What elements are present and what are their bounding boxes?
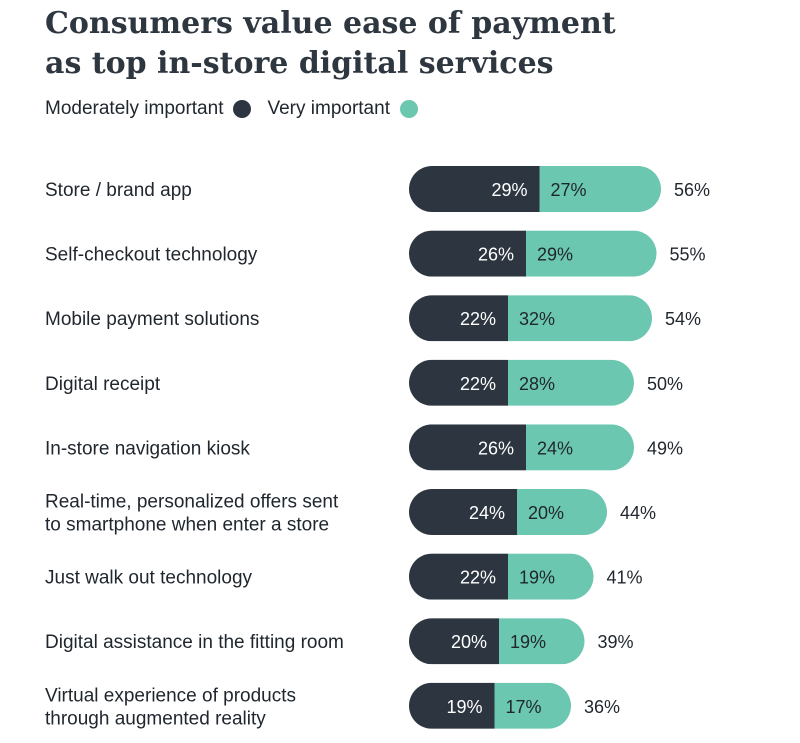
bar-segment-very	[508, 295, 652, 342]
category-label: Self-checkout technology	[45, 245, 258, 266]
category-label-line: Store / brand app	[45, 180, 192, 201]
bar-group	[409, 553, 594, 600]
data-label-very: 32%	[519, 309, 555, 329]
bar-segment-moderate	[409, 682, 495, 729]
total-label: 54%	[665, 309, 701, 329]
category-label: Just walk out technology	[45, 568, 253, 589]
category-label: Digital assistance in the fitting room	[45, 632, 344, 653]
data-label-very: 17%	[506, 697, 542, 717]
bar-segment-moderate	[409, 166, 540, 212]
category-label-line: Just walk out technology	[45, 568, 253, 589]
total-label: 44%	[620, 503, 656, 523]
category-label: Digital receipt	[45, 374, 161, 395]
legend-label-moderate: Moderately important	[45, 98, 224, 119]
category-label-line: Virtual experience of products	[45, 685, 296, 706]
category-label: Virtual experience of products through au…	[45, 685, 296, 729]
data-label-very: 24%	[537, 438, 573, 458]
bar-segment-moderate	[409, 489, 517, 535]
bar-segment-very	[539, 166, 661, 212]
bar-group	[409, 230, 657, 277]
bar-segment-very	[508, 359, 634, 406]
legend-label-very: Very important	[267, 98, 390, 119]
total-label: 56%	[674, 180, 710, 200]
legend-item-moderate: Moderately important	[45, 98, 252, 120]
total-label: 55%	[670, 245, 706, 265]
bar-segment-very	[494, 682, 571, 729]
category-label: Store / brand app	[45, 180, 192, 201]
category-label: Mobile payment solutions	[45, 309, 259, 330]
category-label-line: In-store navigation kiosk	[45, 438, 250, 459]
category-label-line: Real-time, personalized offers sent	[45, 492, 339, 513]
total-label: 39%	[598, 632, 634, 652]
bar-segment-moderate	[409, 424, 526, 471]
category-label-line: to smartphone when enter a store	[45, 515, 329, 536]
data-label-moderate: 24%	[469, 503, 505, 523]
total-label: 50%	[647, 374, 683, 394]
total-label: 41%	[607, 568, 643, 588]
bar-segment-very	[499, 618, 585, 665]
category-label-line: Mobile payment solutions	[45, 309, 259, 330]
bar-group	[409, 682, 571, 729]
data-label-very: 29%	[537, 245, 573, 265]
bar-segment-moderate	[409, 359, 508, 406]
total-label: 36%	[584, 697, 620, 717]
category-label-line: Digital assistance in the fitting room	[45, 632, 344, 653]
data-label-moderate: 22%	[460, 309, 496, 329]
category-label: In-store navigation kiosk	[45, 438, 250, 459]
bar-group	[409, 295, 652, 342]
legend-item-very: Very important	[267, 98, 418, 120]
bar-segment-moderate	[409, 553, 508, 600]
data-label-moderate: 20%	[451, 632, 487, 652]
bar-segment-very	[526, 230, 657, 277]
bar-segment-moderate	[409, 618, 499, 665]
category-label: Real-time, personalized offers sent to sm…	[45, 492, 339, 536]
data-label-moderate: 22%	[460, 374, 496, 394]
total-label: 49%	[647, 438, 683, 458]
bar-group	[409, 489, 607, 535]
bar-group	[409, 359, 634, 406]
bar-segment-very	[508, 553, 594, 600]
bar-segment-very	[526, 424, 634, 471]
bar-segment-moderate	[409, 230, 526, 277]
data-label-very: 28%	[519, 374, 555, 394]
legend-swatch-moderate	[233, 100, 252, 118]
category-label-line: through augmented reality	[45, 708, 266, 729]
legend-swatch-very	[399, 100, 418, 118]
data-label-very: 19%	[519, 568, 555, 588]
bar-segment-moderate	[409, 295, 508, 342]
legend: Moderately important Very important	[45, 97, 434, 121]
data-label-very: 20%	[528, 503, 564, 523]
category-label-line: Self-checkout technology	[45, 245, 258, 266]
chart-title: Consumers value ease of payment as top i…	[45, 6, 616, 81]
data-label-moderate: 29%	[491, 180, 527, 200]
data-label-moderate: 22%	[460, 568, 496, 588]
category-label-line: Digital receipt	[45, 374, 161, 395]
data-label-very: 27%	[551, 180, 587, 200]
bar-group	[409, 618, 585, 665]
data-label-very: 19%	[510, 632, 546, 652]
data-label-moderate: 26%	[478, 245, 514, 265]
bar-segment-very	[517, 489, 607, 535]
bar-group	[409, 424, 634, 471]
data-label-moderate: 19%	[446, 697, 482, 717]
bar-group	[409, 166, 661, 212]
data-label-moderate: 26%	[478, 438, 514, 458]
